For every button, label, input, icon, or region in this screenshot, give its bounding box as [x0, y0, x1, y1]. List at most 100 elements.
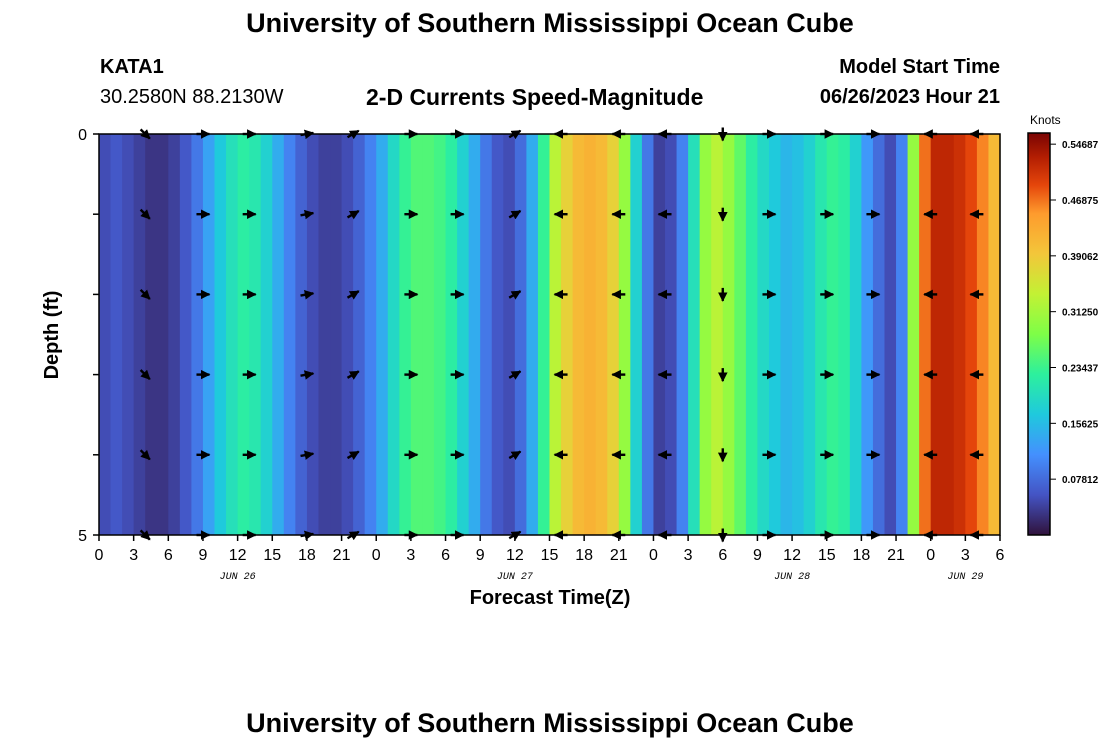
heatmap-column	[780, 134, 793, 535]
current-vector-arrow	[139, 449, 151, 461]
heatmap-column	[584, 134, 597, 535]
colorbar: Knots 0.54687 0.46875 0.39062 0.31250 0.2343…	[1027, 113, 1099, 536]
heatmap-column	[376, 134, 389, 535]
heatmap-column	[179, 134, 193, 535]
heatmap-column	[884, 134, 897, 535]
current-vector-arrow	[346, 370, 360, 380]
heatmap-column	[768, 134, 782, 535]
x-tick-label: 21	[610, 547, 628, 564]
heatmap-column	[549, 134, 562, 535]
x-tick-label: 18	[575, 547, 593, 564]
x-tick-label: 15	[541, 547, 559, 564]
heatmap-column	[803, 134, 816, 535]
x-tick-label: 3	[684, 547, 693, 564]
heatmap-column	[630, 134, 643, 535]
x-tick-label: 9	[476, 547, 485, 564]
current-vector-arrow	[139, 369, 151, 381]
heatmap-column	[468, 134, 481, 535]
y-axis: 05	[78, 127, 99, 545]
heatmap-column	[757, 134, 770, 535]
heatmap-column	[295, 134, 308, 535]
colorbar-tick-label: 0.39062	[1062, 252, 1099, 263]
date-label: JUN 29	[947, 572, 983, 583]
current-vector-arrow	[346, 450, 360, 461]
colorbar-unit-label: Knots	[1030, 113, 1061, 127]
current-vector-arrow	[300, 290, 315, 300]
x-tick-label: 15	[263, 547, 281, 564]
heatmap-column	[156, 134, 169, 535]
x-tick-label: 3	[406, 547, 415, 564]
heatmap-column	[722, 134, 735, 535]
colorbar-tick-label: 0.54687	[1062, 140, 1099, 151]
heatmap-column	[330, 134, 343, 535]
heatmap-column	[988, 134, 1001, 535]
heatmap-column	[457, 134, 470, 535]
x-tick-label: 0	[95, 547, 104, 564]
current-vector-arrow	[346, 290, 360, 300]
heatmap-column	[214, 134, 227, 535]
current-vector-arrow	[508, 290, 522, 300]
x-tick-label: 9	[199, 547, 208, 564]
y-axis-label: Depth (ft)	[41, 291, 63, 380]
colorbar-tick-label: 0.46875	[1062, 196, 1099, 207]
heatmap-column	[226, 134, 239, 535]
page-title: University of Southern Mississippi Ocean…	[246, 8, 854, 38]
date-label: JUN 28	[774, 572, 810, 583]
station-id: KATA1	[100, 56, 164, 78]
heatmap-column	[699, 134, 712, 535]
heatmap-column	[480, 134, 493, 535]
heatmap-column	[745, 134, 759, 535]
heatmap-column	[572, 134, 585, 535]
x-tick-label: 0	[649, 547, 658, 564]
heatmap-column	[145, 134, 158, 535]
heatmap-column	[122, 134, 135, 535]
x-tick-label: 9	[753, 547, 762, 564]
heatmap-column	[433, 134, 447, 535]
heatmap-column	[688, 134, 701, 535]
heatmap-column	[306, 134, 320, 535]
x-tick-label: 6	[996, 547, 1005, 564]
heatmap-column	[318, 134, 331, 535]
heatmap-column	[953, 134, 966, 535]
model-start-label: Model Start Time	[839, 56, 1000, 78]
heatmap-column	[872, 134, 886, 535]
model-start-value: 06/26/2023 Hour 21	[819, 86, 1000, 108]
heatmap-column	[514, 134, 527, 535]
heatmap-column	[607, 134, 620, 535]
plot-title: 2-D Currents Speed-Magnitude	[366, 84, 704, 110]
y-tick-label: 0	[78, 127, 87, 144]
x-tick-label: 18	[852, 547, 870, 564]
heatmap-column	[976, 134, 990, 535]
heatmap-column	[249, 134, 262, 535]
repeat-title: University of Southern Mississippi Ocean…	[246, 708, 854, 738]
colorbar-tick-label: 0.07812	[1062, 475, 1099, 486]
current-vector-arrow	[300, 209, 315, 220]
current-vector-arrow	[508, 450, 522, 461]
x-tick-label: 21	[887, 547, 905, 564]
current-vector-arrow	[139, 208, 151, 220]
heatmap-column	[191, 134, 204, 535]
colorbar-tick-label: 0.23437	[1062, 364, 1099, 375]
heatmap-column	[387, 134, 400, 535]
heatmap-column	[595, 134, 608, 535]
current-vector-arrow	[300, 450, 315, 460]
heatmap-column	[942, 134, 955, 535]
x-tick-label: 6	[164, 547, 173, 564]
x-tick-label: 18	[298, 547, 316, 564]
heatmap-column	[364, 134, 377, 535]
heatmap-column	[260, 134, 273, 535]
heatmap-column	[815, 134, 828, 535]
x-tick-label: 3	[129, 547, 138, 564]
heatmap-column	[653, 134, 666, 535]
heatmap-column	[110, 134, 123, 535]
heatmap-column	[792, 134, 805, 535]
x-tick-label: 0	[372, 547, 381, 564]
current-vector-arrow	[508, 209, 522, 220]
heatmap-column	[237, 134, 250, 535]
colorbar-tick-label: 0.31250	[1062, 308, 1099, 319]
x-axis-label: Forecast Time(Z)	[470, 587, 631, 609]
heatmap-column	[641, 134, 655, 535]
heatmap-column	[353, 134, 366, 535]
heatmap-column	[503, 134, 516, 535]
